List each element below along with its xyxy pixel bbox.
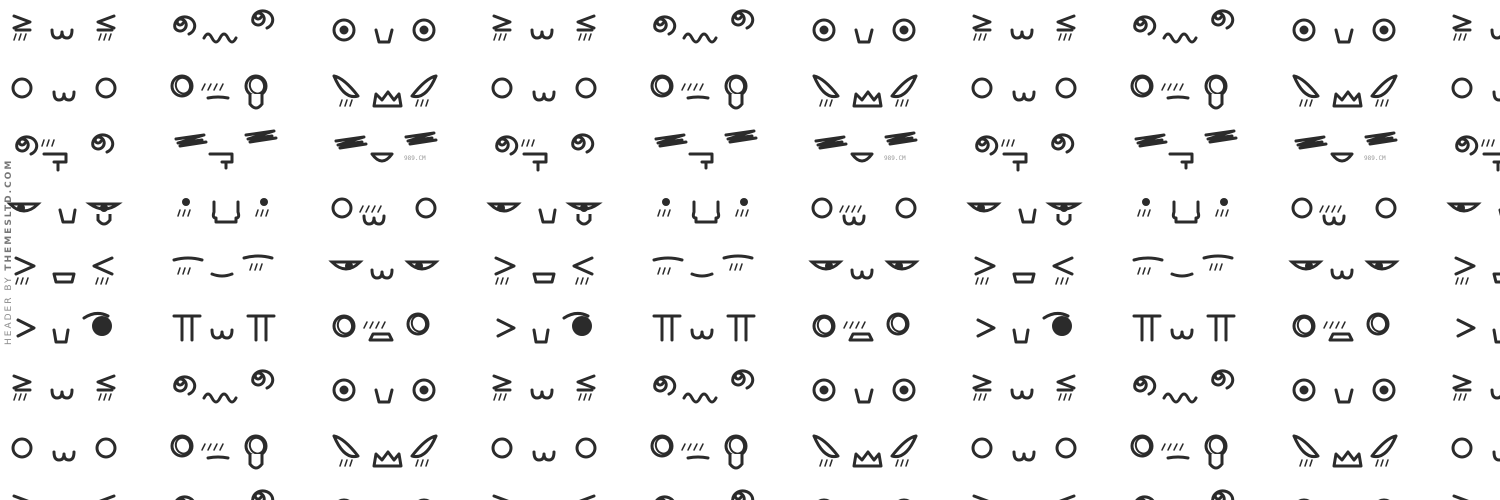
- dizzy-swirl-face: [653, 9, 755, 44]
- dizzy-swirl-face: [173, 9, 275, 44]
- excited-cat-face: [12, 374, 116, 401]
- wink-face: [1456, 318, 1500, 344]
- half-eyes-cat-face: [328, 260, 440, 280]
- scribbled-eyes-face: [654, 129, 758, 170]
- spiral-blush-face: [15, 133, 115, 172]
- half-eyes-cat-face: [808, 260, 920, 280]
- scribble-blush-drool-face: [1130, 434, 1228, 470]
- excited-cat-face: [492, 494, 596, 500]
- bullseye-eyes-face: [818, 498, 910, 500]
- excited-cat-face: [492, 14, 596, 41]
- grin-tongue-face: [974, 256, 1074, 285]
- crying-face: [652, 314, 756, 342]
- round-eyes-blush-face: [331, 197, 437, 226]
- angry-crown-face: [812, 434, 918, 468]
- half-eyes-cat-face: [1288, 260, 1400, 280]
- angry-crown-face: [332, 434, 438, 468]
- credit-prefix: HEADER BY: [4, 270, 14, 345]
- scribble-eyes-mouth-face: [1292, 312, 1390, 342]
- excited-cat-face: [492, 374, 596, 401]
- closed-eyes-blush-face: [652, 254, 754, 278]
- round-eyes-cat-face: [1451, 437, 1500, 462]
- excited-cat-face: [972, 374, 1076, 401]
- excited-cat-face: [1452, 494, 1469, 500]
- dizzy-swirl-face: [1133, 9, 1235, 44]
- excited-cat-face: [1452, 14, 1500, 41]
- bullseye-eyes-face: [1292, 18, 1396, 44]
- excited-cat-face: [972, 14, 1076, 41]
- round-eyes-blush-face: [1291, 197, 1397, 226]
- scribble-blush-drool-face: [170, 434, 268, 470]
- round-eyes-cat-face: [491, 437, 597, 462]
- crying-face: [1132, 314, 1236, 342]
- header-credit: HEADER BY THEMESLTD.COM: [2, 159, 202, 345]
- spiral-blush-face: [1455, 135, 1500, 172]
- round-eyes-cat-face: [971, 77, 1077, 102]
- excited-cat-face: [12, 14, 116, 41]
- scribbled-eyes-smile-face: 989.CM: [814, 131, 918, 163]
- bullseye-eyes-face: [812, 378, 916, 404]
- crying-face: [172, 314, 276, 342]
- squint-tongue-face: [1446, 202, 1500, 217]
- face-watermark: 989.CM: [404, 155, 426, 162]
- dot-eyes-blush-face: [1137, 198, 1229, 224]
- dizzy-swirl-face: [655, 489, 755, 500]
- excited-cat-face: [972, 494, 1076, 500]
- wink-face: [16, 311, 112, 344]
- dizzy-swirl-face: [173, 369, 275, 404]
- angry-crown-face: [1292, 434, 1398, 468]
- round-eyes-blush-face: [811, 197, 917, 226]
- wink-face: [496, 311, 592, 344]
- closed-eyes-blush-face: [1132, 254, 1234, 278]
- scribble-blush-drool-face: [1130, 74, 1228, 110]
- bullseye-eyes-face: [332, 18, 436, 44]
- grin-tongue-face: [1454, 256, 1500, 285]
- face-watermark: 989.CM: [884, 155, 906, 162]
- scribble-blush-drool-face: [650, 74, 748, 110]
- round-eyes-cat-face: [491, 77, 597, 102]
- scribble-eyes-mouth-face: [332, 312, 430, 342]
- angry-crown-face: [812, 74, 918, 108]
- dizzy-swirl-face: [1135, 489, 1235, 500]
- scribble-blush-drool-face: [170, 74, 268, 110]
- bullseye-eyes-face: [1298, 498, 1390, 500]
- credit-brand: THEMESLTD.COM: [4, 158, 14, 271]
- scribbled-eyes-face: [1134, 129, 1238, 170]
- squint-tongue-face: [966, 202, 1083, 226]
- grin-tongue-face: [14, 256, 114, 285]
- angry-crown-face: [332, 74, 438, 108]
- round-eyes-cat-face: [11, 437, 117, 462]
- dizzy-swirl-face: [1133, 369, 1235, 404]
- squint-tongue-face: [486, 202, 603, 226]
- bullseye-eyes-face: [338, 498, 430, 500]
- dot-eyes-blush-face: [177, 198, 269, 224]
- grin-tongue-face: [494, 256, 594, 285]
- dizzy-swirl-face: [653, 369, 755, 404]
- round-eyes-cat-face: [11, 77, 117, 102]
- face-watermark: 989.CM: [1364, 155, 1386, 162]
- dot-eyes-blush-face: [657, 198, 749, 224]
- spiral-blush-face: [495, 133, 595, 172]
- scribbled-eyes-smile-face: 989.CM: [1294, 131, 1398, 163]
- bullseye-eyes-face: [1292, 378, 1396, 404]
- round-eyes-cat-face: [1451, 77, 1500, 102]
- closed-eyes-blush-face: [172, 254, 274, 278]
- excited-cat-face: [12, 494, 116, 500]
- scribbled-eyes-face: [174, 129, 278, 170]
- squint-tongue-face: [6, 202, 123, 226]
- excited-cat-face: [1452, 374, 1500, 401]
- bullseye-eyes-face: [812, 18, 916, 44]
- wink-face: [976, 311, 1072, 344]
- bullseye-eyes-face: [332, 378, 436, 404]
- round-eyes-cat-face: [971, 437, 1077, 462]
- dizzy-swirl-face: [175, 489, 275, 500]
- scribble-eyes-mouth-face: [812, 312, 910, 342]
- spiral-blush-face: [975, 133, 1075, 172]
- angry-crown-face: [1292, 74, 1398, 108]
- scribbled-eyes-smile-face: 989.CM: [334, 131, 438, 163]
- scribble-blush-drool-face: [650, 434, 748, 470]
